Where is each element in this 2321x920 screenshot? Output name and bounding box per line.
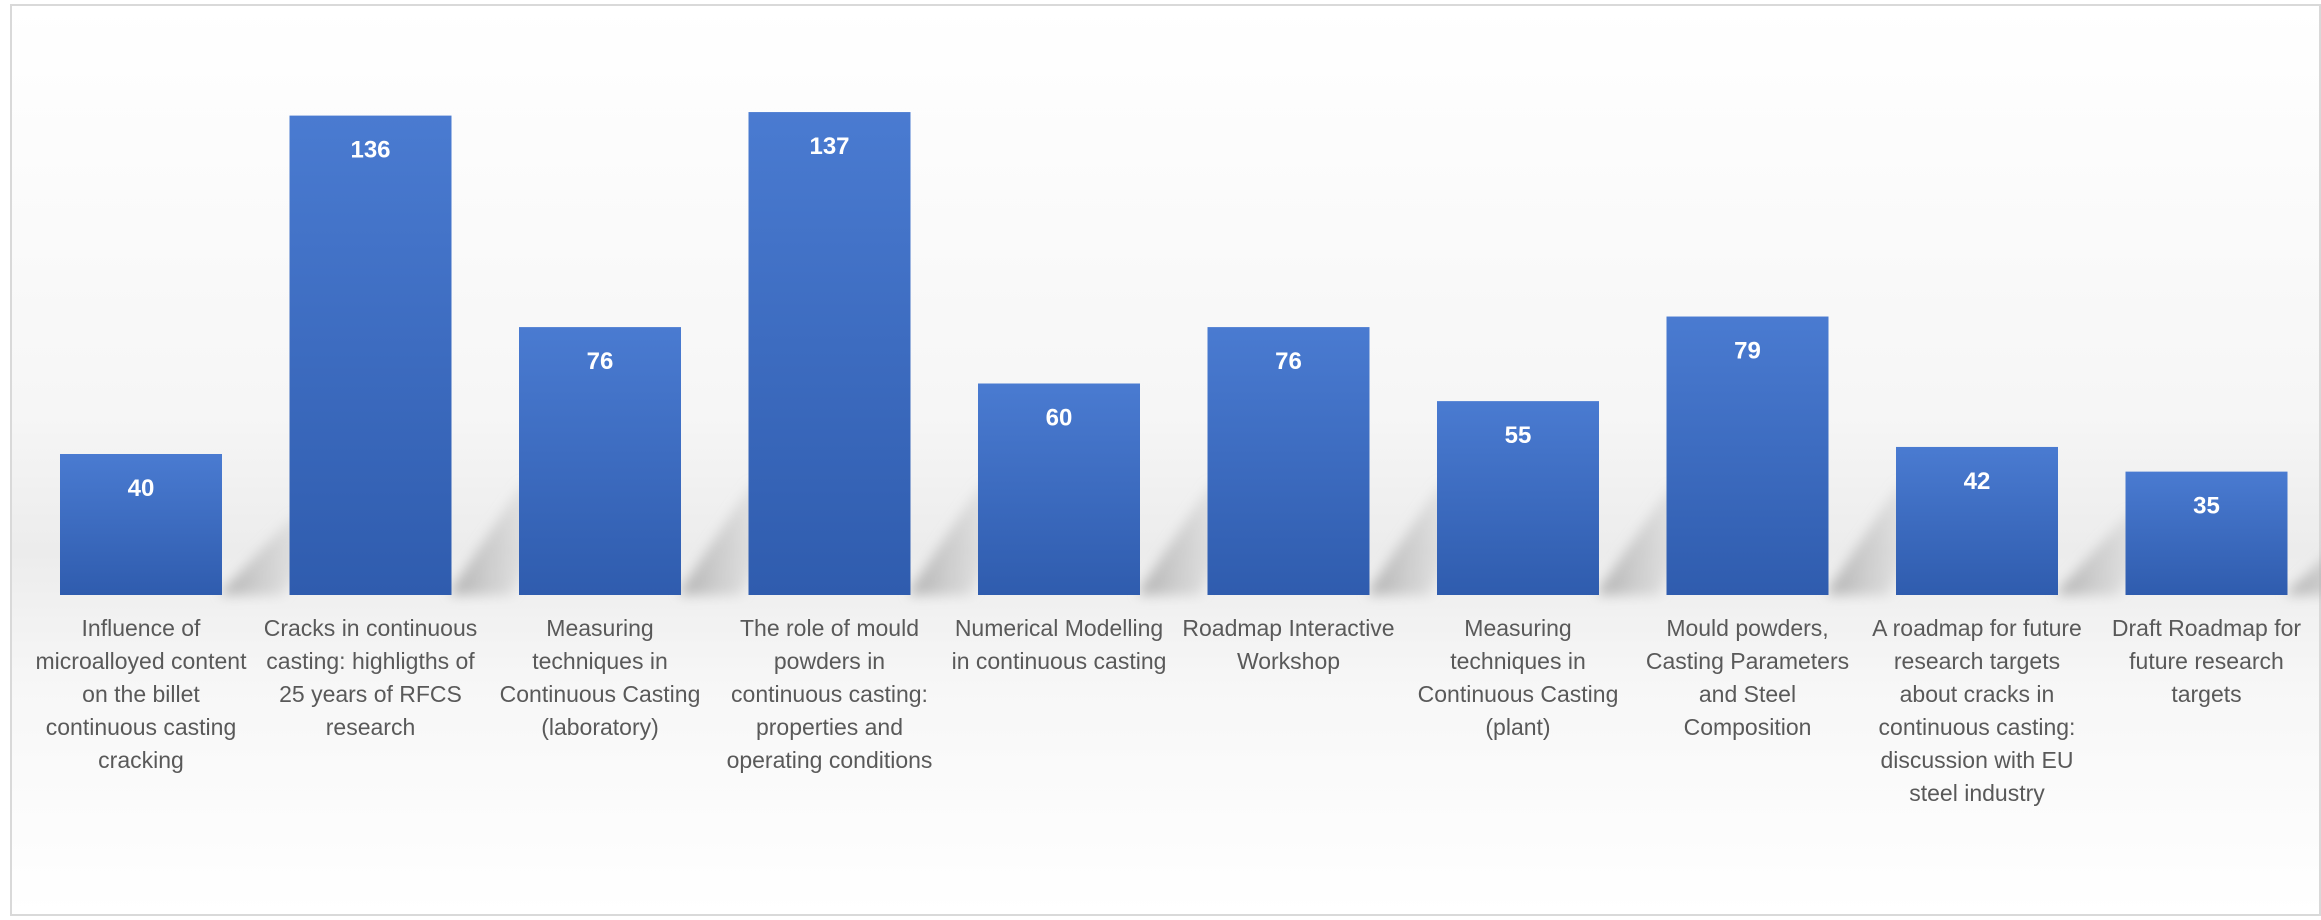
bar: [1896, 446, 2058, 595]
data-label: 76: [587, 348, 614, 375]
data-label: 60: [1046, 405, 1073, 432]
category-label: Mould powders, Casting Parameters and Stee…: [1646, 615, 1849, 740]
data-label: 79: [1734, 338, 1761, 365]
category-label: Numerical Modelling in continuous casting: [952, 615, 1167, 674]
category-label: Measuring techniques in Continuous Casting…: [500, 615, 701, 740]
category-label: The role of mould powders in continuous ca…: [727, 615, 933, 773]
bar: [1666, 316, 1829, 595]
data-label: 40: [128, 475, 155, 502]
bar: [2125, 471, 2288, 595]
data-label: 76: [1275, 348, 1302, 375]
category-label: Draft Roadmap for future research targets: [2112, 615, 2302, 707]
bar: [60, 454, 222, 595]
category-label: Cracks in continuous casting: highligths …: [264, 615, 478, 740]
data-label: 42: [1964, 468, 1991, 495]
bar: [978, 383, 1140, 595]
bar-shadow: [2287, 560, 2321, 595]
category-label: Measuring techniques in Continuous Casting…: [1418, 615, 1619, 740]
category-label: Roadmap Interactive Workshop: [1182, 615, 1394, 674]
bar: [289, 115, 452, 595]
data-label: 55: [1505, 422, 1532, 449]
bar: [1437, 401, 1599, 595]
data-label: 136: [350, 137, 390, 164]
category-label: Influence of microalloyed content on the b…: [36, 615, 248, 773]
bar: [519, 327, 681, 595]
data-label: 137: [809, 133, 849, 160]
bar: [1207, 327, 1370, 595]
data-label: 35: [2193, 493, 2220, 520]
category-label: A roadmap for future research targets abou…: [1872, 615, 2082, 806]
bar: [748, 112, 911, 595]
